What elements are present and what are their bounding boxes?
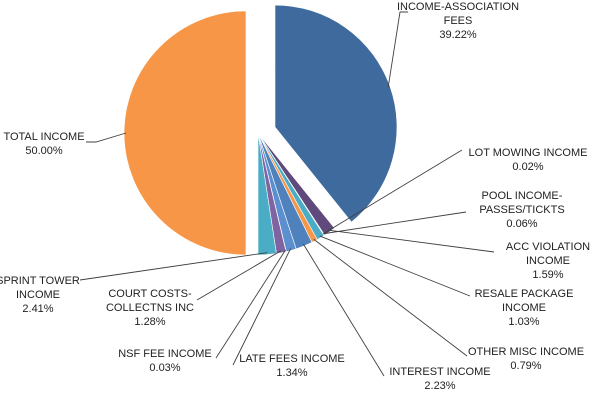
slice-label-line: SPRINT TOWER: [0, 275, 80, 287]
slice-label-line: INCOME: [16, 289, 60, 301]
slice-label-line: RESALE PACKAGE: [475, 288, 574, 300]
slice-percent: 2.41%: [22, 303, 53, 315]
slice-label-court-costs-collectns-inc: COURT COSTS- COLLECTNS INC 1.28%: [106, 288, 194, 328]
leader-line-resale-package-income: [319, 235, 471, 297]
slice-label-line: TOTAL INCOME: [3, 131, 84, 143]
slice-percent: 2.23%: [424, 380, 455, 392]
slice-label-line: INCOME: [526, 255, 570, 267]
leader-line-income-association-fees: [387, 11, 408, 88]
slice-label-line: LATE FEES INCOME: [239, 353, 345, 365]
slice-label-acc-violation-income: ACC VIOLATION INCOME 1.59%: [506, 241, 590, 281]
slice-percent: 0.79%: [510, 360, 541, 372]
pie-slice-total-income: [123, 10, 247, 256]
leader-line-late-fees-income: [232, 248, 292, 366]
leader-line-total-income: [86, 132, 127, 143]
slice-percent: 50.00%: [25, 145, 63, 157]
leader-line-lot-mowing-income: [323, 149, 463, 234]
leader-line-sprint-tower-income: [79, 252, 268, 281]
leader-line-interest-income: [303, 243, 385, 377]
slice-percent: 0.06%: [506, 218, 537, 230]
slice-percent: 1.03%: [508, 316, 539, 328]
slice-label-line: POOL INCOME-: [482, 190, 563, 202]
leader-line-nsf-fee-income: [215, 249, 287, 359]
leader-line-acc-violation-income: [328, 229, 495, 253]
slice-label-line: PASSES/TICKTS: [479, 204, 564, 216]
slice-percent: 1.28%: [134, 316, 165, 328]
slice-label-resale-package-income: RESALE PACKAGE INCOME 1.03%: [475, 288, 574, 328]
slice-label-line: INTEREST INCOME: [389, 366, 490, 378]
slice-label-line: COLLECTNS INC: [106, 302, 194, 314]
slice-label-other-misc-income: OTHER MISC INCOME 0.79%: [468, 346, 584, 372]
slice-label-total-income: TOTAL INCOME 50.00%: [3, 131, 84, 157]
slice-label-line: ACC VIOLATION: [506, 241, 590, 253]
slice-label-line: LOT MOWING INCOME: [469, 147, 588, 159]
slice-percent: 1.59%: [532, 269, 563, 281]
leader-line-other-misc-income: [313, 238, 468, 357]
slice-label-lot-mowing-income: LOT MOWING INCOME 0.02%: [469, 147, 588, 173]
pie-slices: [123, 4, 398, 256]
slice-label-interest-income: INTEREST INCOME 2.23%: [389, 366, 490, 392]
slice-percent: 1.34%: [276, 367, 307, 379]
slice-percent: 0.02%: [512, 161, 543, 173]
slice-percent: 0.03%: [149, 362, 180, 374]
leader-line-court-costs-collectns-inc: [196, 250, 282, 301]
leader-line-pool-income-passes-tickts: [323, 211, 467, 235]
slice-label-line: INCOME: [502, 302, 546, 314]
slice-label-line: COURT COSTS-: [108, 288, 192, 300]
pie-slice-income-association-fees: [274, 4, 398, 223]
leader-lines: [79, 11, 495, 377]
slice-label-line: INCOME-ASSOCIATION: [397, 1, 519, 13]
slice-label-line: OTHER MISC INCOME: [468, 346, 584, 358]
slice-label-late-fees-income: LATE FEES INCOME 1.34%: [239, 353, 345, 379]
slice-label-sprint-tower-income: SPRINT TOWER INCOME 2.41%: [0, 275, 80, 315]
slice-label-line: FEES: [444, 15, 473, 27]
slice-label-line: NSF FEE INCOME: [118, 348, 212, 360]
slice-labels: INCOME-ASSOCIATION FEES 39.22% ACC VIOLATIO…: [0, 1, 590, 392]
slice-percent: 39.22%: [439, 29, 477, 41]
slice-label-pool-income-passes-tickts: POOL INCOME- PASSES/TICKTS 0.06%: [479, 190, 564, 230]
slice-label-nsf-fee-income: NSF FEE INCOME 0.03%: [118, 348, 212, 374]
slice-label-income-association-fees: INCOME-ASSOCIATION FEES 39.22%: [397, 1, 519, 41]
